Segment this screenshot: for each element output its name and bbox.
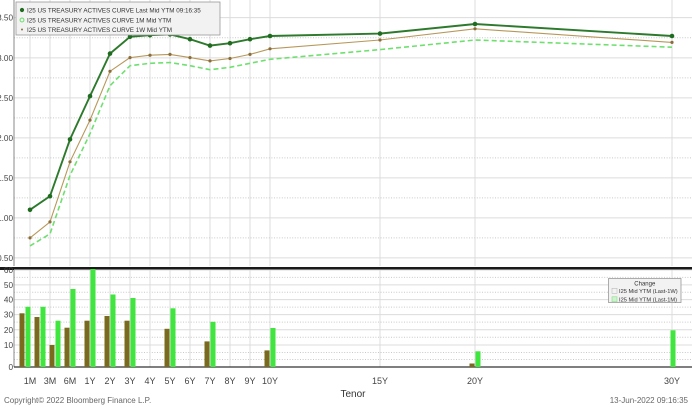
svg-text:0.50: 0.50 (0, 254, 13, 263)
svg-text:I25 Mid YTM (Last-1W): I25 Mid YTM (Last-1W) (619, 289, 678, 295)
svg-text:2Y: 2Y (104, 376, 115, 386)
svg-text:Copyright© 2022 Bloomberg Fina: Copyright© 2022 Bloomberg Finance L.P. (4, 396, 151, 405)
svg-text:13-Jun-2022 09:16:35: 13-Jun-2022 09:16:35 (610, 396, 689, 405)
svg-text:4Y: 4Y (144, 376, 155, 386)
svg-text:10: 10 (4, 341, 14, 350)
svg-text:2.00: 2.00 (0, 134, 13, 143)
svg-text:I25 US TREASURY ACTIVES CURVE: I25 US TREASURY ACTIVES CURVE Last Mid Y… (27, 7, 201, 14)
svg-text:1.00: 1.00 (0, 214, 13, 223)
svg-text:8Y: 8Y (224, 376, 235, 386)
svg-text:60: 60 (4, 266, 14, 275)
svg-text:1M: 1M (24, 376, 37, 386)
svg-text:7Y: 7Y (204, 376, 215, 386)
svg-text:30Y: 30Y (664, 376, 680, 386)
svg-text:I25 US TREASURY ACTIVES CURVE: I25 US TREASURY ACTIVES CURVE 1M Mid YTM (27, 17, 171, 24)
svg-text:40: 40 (4, 296, 14, 305)
svg-text:20Y: 20Y (467, 376, 483, 386)
svg-text:1.50: 1.50 (0, 174, 13, 183)
svg-text:Tenor: Tenor (340, 389, 366, 400)
svg-text:9Y: 9Y (244, 376, 255, 386)
svg-text:20: 20 (4, 326, 14, 335)
svg-text:3.50: 3.50 (0, 14, 13, 23)
svg-text:6M: 6M (64, 376, 77, 386)
svg-text:3Y: 3Y (124, 376, 135, 386)
svg-text:30: 30 (4, 311, 14, 320)
svg-text:5Y: 5Y (164, 376, 175, 386)
svg-text:6Y: 6Y (184, 376, 195, 386)
svg-text:1Y: 1Y (84, 376, 95, 386)
svg-text:Change: Change (634, 282, 656, 288)
svg-text:I25 Mid YTM (Last-1M): I25 Mid YTM (Last-1M) (619, 298, 677, 304)
svg-text:0: 0 (8, 363, 13, 372)
svg-text:15Y: 15Y (372, 376, 388, 386)
svg-text:3M: 3M (44, 376, 57, 386)
svg-text:2.50: 2.50 (0, 94, 13, 103)
svg-text:3.00: 3.00 (0, 54, 13, 63)
svg-text:I25 US TREASURY ACTIVES CURVE: I25 US TREASURY ACTIVES CURVE 1W Mid YTM (27, 27, 172, 34)
svg-text:50: 50 (4, 281, 14, 290)
svg-text:10Y: 10Y (262, 376, 278, 386)
